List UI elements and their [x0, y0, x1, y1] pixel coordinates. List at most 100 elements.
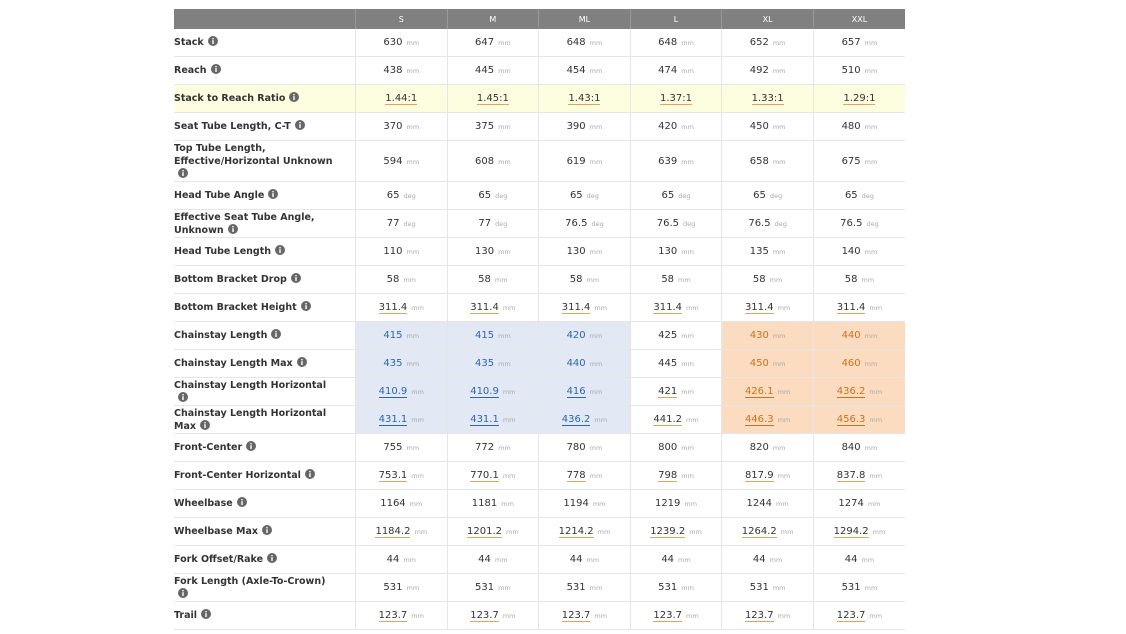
info-icon[interactable] [227, 223, 238, 234]
geometry-row: Fork Length (Axle-To-Crown) 531 mm 531 mm 531… [174, 573, 905, 602]
value-cell: 1.37:1 [629, 84, 722, 113]
value: 1164 [380, 498, 406, 509]
value-cell: 110 mm [355, 237, 448, 266]
info-icon[interactable] [200, 419, 210, 430]
info-icon[interactable] [296, 357, 307, 367]
unit: mm [589, 444, 603, 452]
value-cell: 780 mm [538, 433, 631, 462]
value: 1.45:1 [476, 92, 509, 105]
value: 58 [478, 274, 491, 285]
row-label: Head Tube Length [174, 246, 272, 257]
info-icon[interactable] [300, 301, 311, 311]
unit: mm [864, 360, 878, 368]
value: 753.1 [378, 469, 408, 482]
unit: mm [589, 471, 603, 480]
value: 58 [569, 274, 583, 285]
info-icon[interactable] [201, 609, 212, 619]
info-icon[interactable] [262, 525, 272, 535]
value: 123.7 [653, 609, 682, 622]
value: 657 [841, 37, 861, 48]
info-icon[interactable] [207, 36, 218, 46]
info-icon[interactable] [294, 120, 305, 130]
info-icon[interactable] [275, 245, 286, 255]
value: 58 [386, 274, 400, 285]
info-icon[interactable] [289, 92, 300, 102]
row-label: Front-Center Horizontal [174, 470, 301, 481]
value: 450 [749, 121, 769, 132]
unit: mm [494, 276, 508, 284]
info-icon[interactable] [268, 189, 279, 199]
unit: mm [678, 556, 691, 564]
value-cell: 44 mm [446, 545, 539, 574]
info-icon[interactable] [236, 497, 247, 507]
info-icon[interactable] [246, 441, 257, 451]
unit: mm [597, 527, 611, 536]
value: 58 [844, 274, 858, 285]
value-cell: 58 mm [446, 265, 539, 294]
unit: mm [681, 471, 694, 480]
unit: mm [681, 332, 694, 340]
info-icon[interactable] [304, 469, 315, 479]
geometry-row: Effective Seat Tube Angle, Unknown 77 deg 7… [174, 209, 905, 238]
info-icon[interactable] [210, 64, 221, 74]
value: 531 [841, 582, 861, 593]
value: 77 [478, 218, 492, 229]
unit: mm [411, 303, 424, 312]
value-cell: 837.8 mm [812, 461, 905, 490]
value: 410.9 [378, 385, 408, 398]
value: 446.3 [744, 413, 774, 426]
value-cell: 415 mm [446, 321, 539, 350]
value-cell: 375 mm [446, 112, 539, 141]
unit: mm [502, 471, 516, 480]
value-cell: 123.7 mm [355, 601, 448, 630]
unit: mm [775, 500, 789, 508]
value: 755 [383, 442, 403, 453]
value: 1.33:1 [751, 92, 784, 105]
geometry-row: Wheelbase 1164 mm 1181 mm 1194 mm 1219 mm 1244 mm 1… [174, 489, 905, 518]
info-icon[interactable] [178, 167, 188, 178]
info-icon[interactable] [271, 329, 282, 339]
value-cell: 135 mm [721, 237, 814, 266]
geometry-table-wrap: S M ML L XL XXL Stack 630 mm 647 mm 648 mm 648 mm 652 m… [174, 9, 905, 630]
value: 77 [386, 218, 400, 229]
value: 123.7 [470, 609, 499, 622]
unit: mm [498, 157, 511, 166]
value: 778 [566, 469, 586, 482]
value: 130 [658, 246, 678, 257]
value-cell: 648 mm [629, 29, 722, 57]
value-cell: 820 mm [721, 433, 814, 462]
unit: mm [502, 387, 516, 396]
value: 140 [841, 246, 861, 257]
value-cell: 440 mm [538, 349, 631, 378]
geometry-row: Front-Center 755 mm 772 mm 780 mm 800 mm 820 mm 840… [174, 433, 905, 462]
value-cell: 657 mm [812, 29, 905, 57]
info-icon[interactable] [267, 553, 278, 563]
unit: mm [689, 527, 702, 536]
unit: mm [406, 360, 420, 368]
value: 123.7 [561, 609, 591, 622]
row-label-cell: Top Tube Length, Effective/Horizontal Un… [174, 140, 356, 182]
value-cell: 65 deg [446, 181, 539, 210]
value: 1201.2 [467, 525, 503, 538]
unit: mm [864, 157, 878, 166]
value: 1294.2 [833, 525, 869, 538]
unit: mm [869, 611, 883, 620]
value-cell: 435 mm [355, 349, 448, 378]
value-cell: 410.9 mm [446, 377, 539, 406]
value-cell: 311.4 mm [538, 293, 631, 322]
row-label-cell: Chainstay Length Max [174, 349, 356, 378]
value-cell: 65 deg [629, 181, 722, 210]
value: 492 [749, 65, 769, 76]
row-label-cell: Chainstay Length Horizontal Max [174, 405, 356, 434]
unit: mm [589, 39, 603, 47]
value: 1274 [838, 498, 864, 509]
value-cell: 800 mm [629, 433, 722, 462]
value: 58 [752, 274, 766, 285]
value-cell: 76.5 deg [721, 209, 814, 238]
info-icon[interactable] [178, 391, 188, 402]
info-icon[interactable] [290, 273, 301, 283]
unit: mm [681, 584, 694, 592]
value: 800 [658, 442, 678, 453]
info-icon[interactable] [178, 587, 188, 598]
unit: deg [495, 192, 508, 200]
